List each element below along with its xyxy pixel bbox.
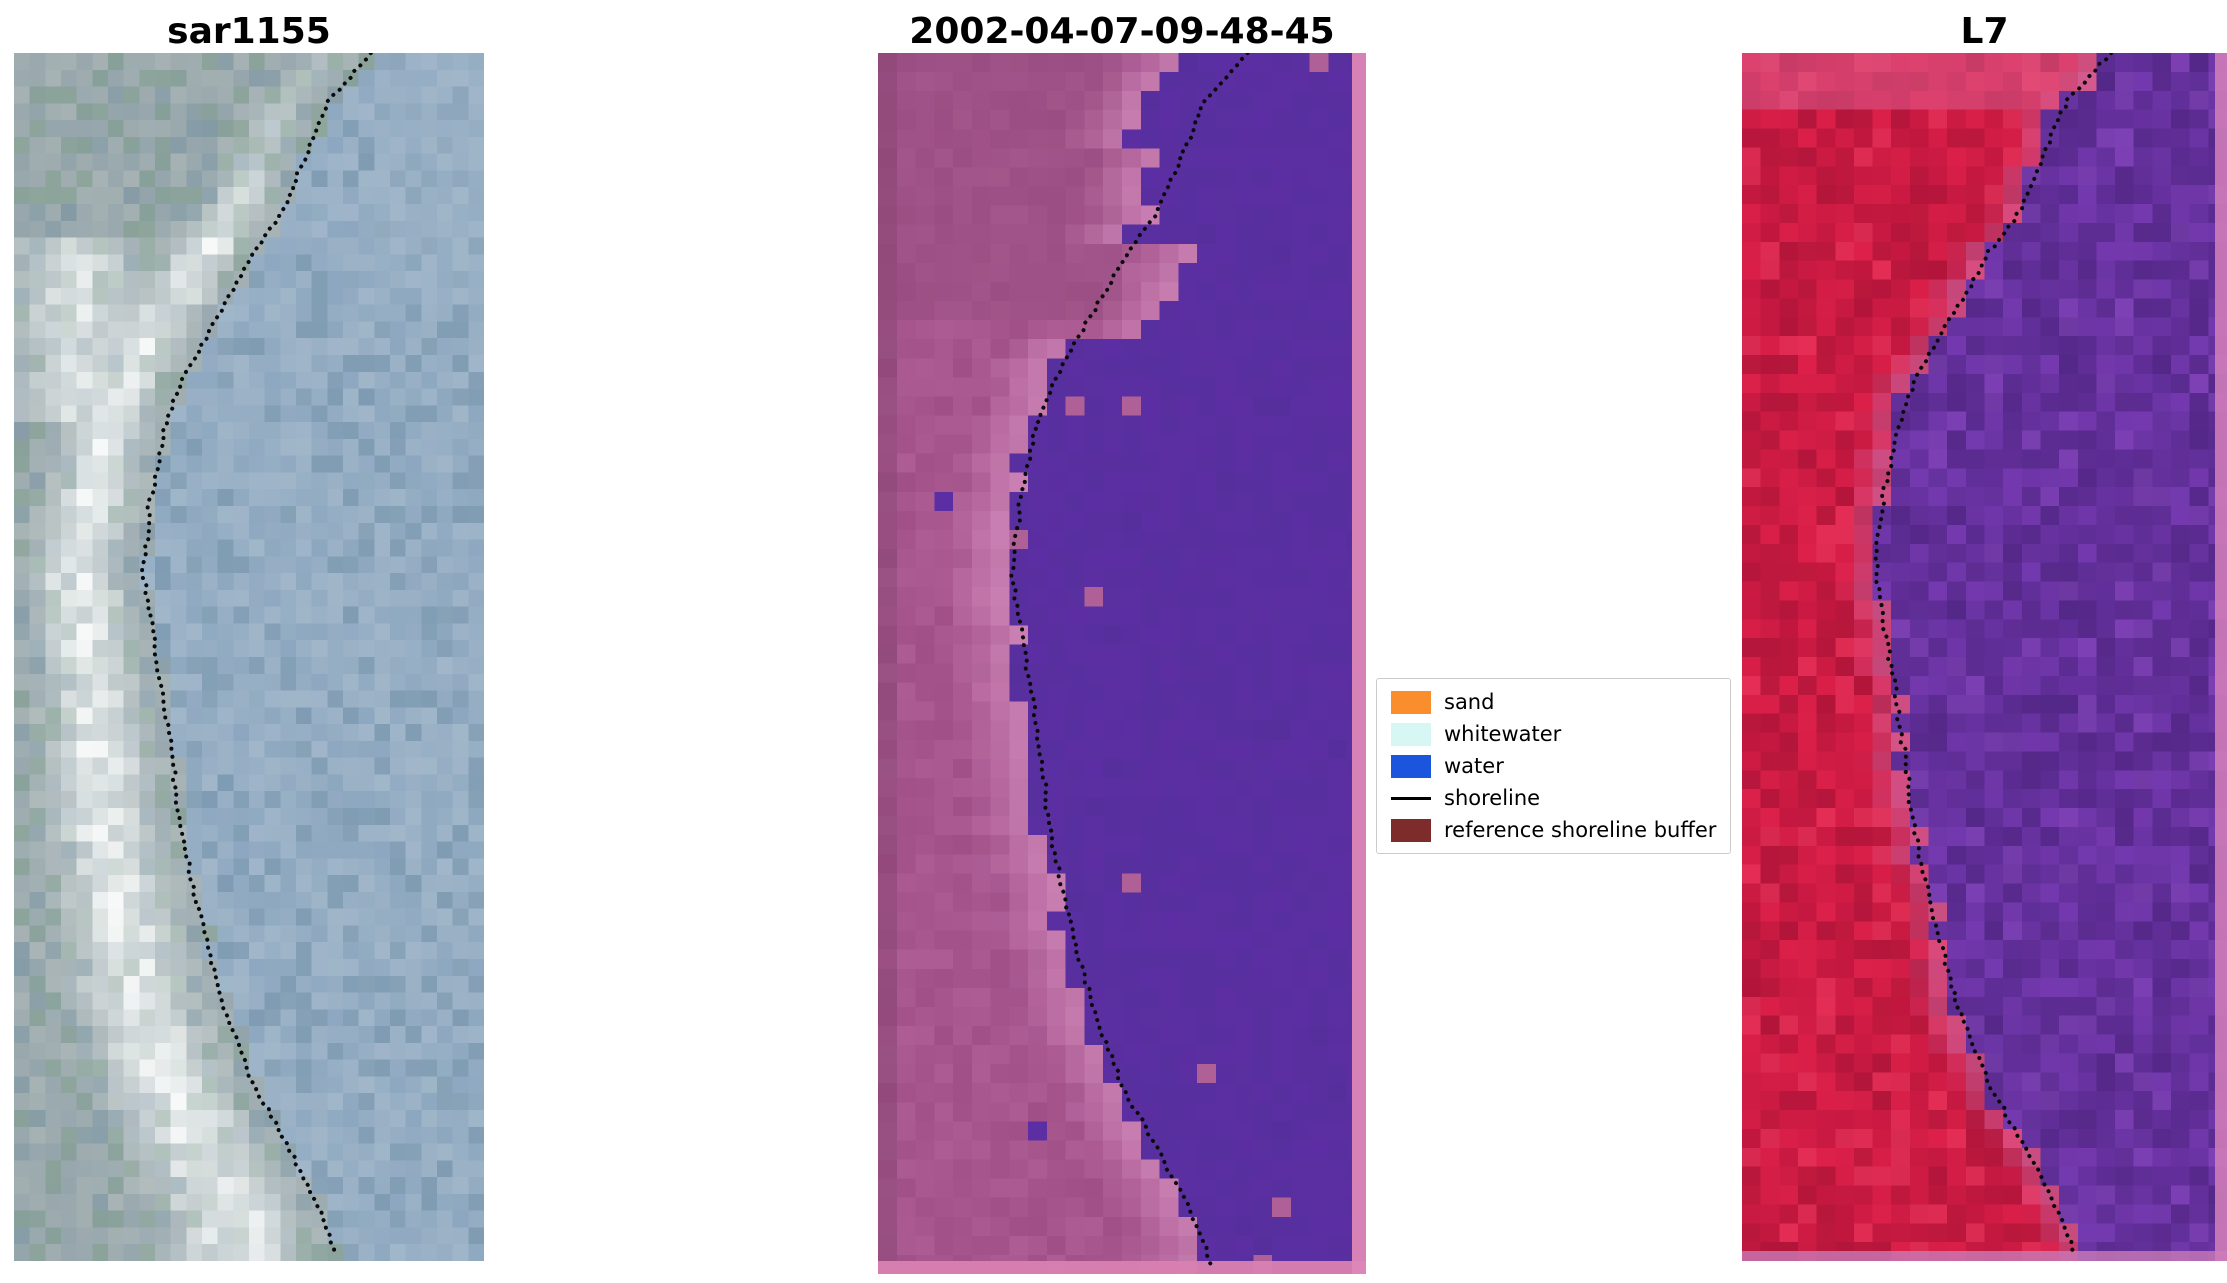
legend-label: water bbox=[1444, 753, 1504, 778]
legend-label: sand bbox=[1444, 689, 1495, 714]
legend-label: reference shoreline buffer bbox=[1444, 817, 1717, 842]
legend-box: sand whitewater water shoreline reference sh… bbox=[1376, 678, 1732, 854]
legend-color-swatch bbox=[1391, 754, 1431, 778]
sar-pixel-raster bbox=[14, 53, 484, 1261]
classified-shoreline-overlay bbox=[878, 53, 1366, 1274]
legend-color-swatch bbox=[1391, 690, 1431, 714]
panel-classified-image bbox=[878, 53, 1366, 1274]
panel-title-sar1155: sar1155 bbox=[167, 11, 331, 52]
legend-item-reference-shoreline-buffer: reference shoreline buffer bbox=[1391, 817, 1716, 843]
legend-label: whitewater bbox=[1444, 721, 1562, 746]
legend-item-whitewater: whitewater bbox=[1391, 721, 1716, 747]
shoreline-dotted-path bbox=[1009, 53, 1250, 1267]
legend-line-swatch bbox=[1391, 796, 1431, 800]
legend-item-sand: sand bbox=[1391, 689, 1716, 715]
panel-sar1155-image bbox=[14, 53, 484, 1261]
legend-item-shoreline: shoreline bbox=[1391, 785, 1716, 811]
panel-title-date: 2002-04-07-09-48-45 bbox=[909, 11, 1335, 52]
legend-color-swatch bbox=[1391, 722, 1431, 746]
l7-pixel-raster bbox=[1742, 53, 2227, 1261]
shoreline-dotted-path bbox=[1872, 53, 2114, 1255]
panel-l7-image bbox=[1742, 53, 2227, 1261]
sar-shoreline-overlay bbox=[139, 53, 373, 1255]
shoreline-dotted-path bbox=[139, 53, 373, 1255]
panel-title-l7: L7 bbox=[1960, 11, 2009, 52]
legend-color-swatch bbox=[1391, 818, 1431, 842]
l7-shoreline-overlay bbox=[1742, 53, 2227, 1261]
legend-item-water: water bbox=[1391, 753, 1716, 779]
legend-label: shoreline bbox=[1444, 785, 1541, 810]
